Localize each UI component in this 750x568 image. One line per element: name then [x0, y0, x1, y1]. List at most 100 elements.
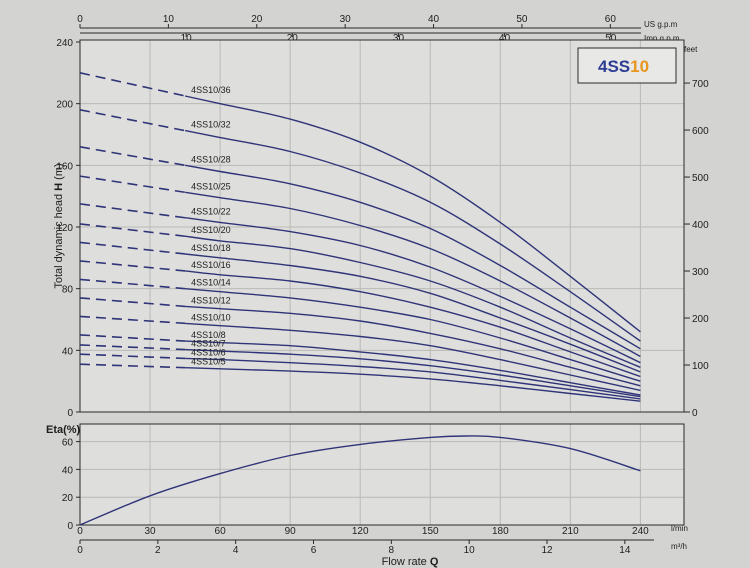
head-y-tick-label: 200 — [56, 100, 73, 111]
head-y-tick-label: 40 — [62, 346, 74, 357]
head-curve-label: 4SS10/22 — [191, 207, 231, 217]
feet-unit: feet — [684, 45, 698, 54]
head-curve-dashed-part — [79, 203, 186, 219]
head-curve-label: 4SS10/28 — [191, 154, 231, 164]
head-curve-dashed-part — [79, 363, 186, 369]
head-curve-dashed-part — [79, 109, 186, 132]
head-curve-solid-part — [185, 348, 641, 398]
lmin-tick-label: 60 — [215, 526, 227, 537]
model-badge-box — [577, 47, 677, 84]
head-curve-solid-part — [185, 340, 641, 396]
us-gpm-tick-label: 50 — [516, 14, 528, 25]
head-curve-label: 4SS10/14 — [191, 278, 231, 288]
m3h-tick-label: 8 — [389, 545, 395, 556]
feet-tick-label: 0 — [692, 408, 698, 419]
eta-y-axis: 0 20 40 60 — [62, 438, 80, 532]
model-badge: 4SS10 — [577, 47, 677, 84]
lmin-tick-label: 90 — [285, 526, 297, 537]
head-curve-label: 4SS10/10 — [191, 312, 231, 322]
feet-tick-label: 700 — [692, 79, 709, 90]
head-curve-4ss10-25: 4SS10/25 — [79, 175, 641, 358]
lmin-tick-label: 180 — [492, 526, 509, 537]
top-imp-gpm-axis: 10 20 30 40 50 Imp g.p.m — [80, 32, 680, 44]
head-curve-solid-part — [185, 305, 641, 387]
head-curve-dashed-part — [79, 260, 186, 272]
us-gpm-unit: US g.p.m — [644, 20, 678, 29]
head-curve-dashed-part — [79, 72, 186, 97]
head-curve-solid-part — [185, 357, 641, 400]
us-gpm-tick-label: 0 — [77, 14, 83, 25]
imp-gpm-tick-label: 40 — [499, 33, 511, 44]
bottom-m3h-axis: 0 2 4 6 8 10 12 14 m³/h — [77, 539, 687, 556]
imp-gpm-unit: Imp g.p.m — [644, 34, 680, 43]
feet-tick-label: 400 — [692, 220, 709, 231]
head-curve-dashed-part — [79, 344, 186, 351]
head-curve-4ss10-22: 4SS10/22 — [79, 203, 641, 364]
m3h-tick-label: 6 — [311, 545, 317, 556]
head-curve-solid-part — [185, 367, 641, 402]
head-axis-title: Total dynamic head H (m) — [53, 163, 65, 288]
head-curve-solid-part — [184, 191, 641, 358]
head-curve-4ss10-16: 4SS10/16 — [79, 260, 641, 378]
feet-tick-label: 200 — [692, 314, 709, 325]
lmin-unit: l/min — [671, 524, 688, 533]
head-curve-solid-part — [184, 129, 641, 342]
eta-y-tick-label: 20 — [62, 493, 74, 504]
m3h-tick-label: 4 — [233, 545, 239, 556]
head-curve-4ss10-32: 4SS10/32 — [79, 109, 641, 342]
head-y-tick-label: 160 — [56, 161, 73, 172]
head-curve-label: 4SS10/5 — [191, 357, 226, 367]
feet-tick-label: 300 — [692, 267, 709, 278]
us-gpm-tick-label: 30 — [340, 14, 352, 25]
head-curve-4ss10-18: 4SS10/18 — [79, 241, 641, 373]
head-curve-solid-part — [185, 253, 641, 373]
feet-tick-label: 500 — [692, 173, 709, 184]
m3h-tick-label: 12 — [541, 545, 553, 556]
eta-y-tick-label: 60 — [62, 438, 74, 449]
head-grid — [80, 40, 684, 412]
lmin-tick-label: 120 — [352, 526, 369, 537]
head-y-tick-label: 240 — [56, 38, 73, 49]
eta-axis-title: Eta(%) — [46, 424, 81, 436]
head-curve-4ss10-14: 4SS10/14 — [79, 278, 641, 382]
eta-y-tick-label: 40 — [62, 465, 74, 476]
head-curve-solid-part — [185, 235, 641, 368]
head-curve-4ss10-7: 4SS10/7 — [79, 339, 641, 398]
head-curve-label: 4SS10/25 — [191, 181, 231, 191]
us-gpm-tick-label: 40 — [428, 14, 440, 25]
m3h-tick-label: 0 — [77, 545, 83, 556]
lmin-tick-label: 210 — [562, 526, 579, 537]
eta-y-tick-label: 0 — [67, 521, 73, 532]
feet-tick-label: 600 — [692, 126, 709, 137]
head-y-tick-label: 120 — [56, 223, 73, 234]
us-gpm-tick-label: 20 — [251, 14, 263, 25]
head-y-axis: 0 40 80 120 160 200 240 — [56, 38, 80, 419]
head-curve-label: 4SS10/12 — [191, 295, 231, 305]
lmin-tick-label: 30 — [144, 526, 156, 537]
model-badge-text: 4SS10 — [598, 57, 649, 76]
top-us-gpm-axis: 0 10 20 30 40 50 60 US g.p.m — [77, 14, 677, 29]
lmin-tick-label: 240 — [632, 526, 649, 537]
flow-axis-title: Flow rate Q — [382, 556, 439, 568]
head-curve-label: 4SS10/32 — [191, 120, 231, 130]
head-curves: 4SS10/36 4SS10/32 4SS10/28 4SS10/25 4SS10/22… — [79, 72, 641, 402]
eta-curve — [79, 435, 641, 526]
head-curve-4ss10-6: 4SS10/6 — [79, 347, 641, 400]
m3h-tick-label: 2 — [155, 545, 161, 556]
imp-gpm-tick-label: 20 — [287, 33, 299, 44]
head-curve-label: 4SS10/6 — [191, 347, 226, 357]
head-curve-dashed-part — [79, 278, 186, 290]
head-curve-label: 4SS10/20 — [191, 225, 231, 235]
head-curve-4ss10-8: 4SS10/8 — [79, 330, 641, 396]
head-curve-solid-part — [185, 288, 641, 382]
lmin-tick-label: 0 — [77, 526, 83, 537]
head-curve-dashed-part — [79, 353, 186, 360]
head-curve-4ss10-20: 4SS10/20 — [79, 223, 641, 368]
head-curve-label: 4SS10/16 — [191, 260, 231, 270]
m3h-tick-label: 10 — [464, 545, 476, 556]
eta-panel-frame — [79, 423, 685, 526]
head-curve-label: 4SS10/36 — [191, 85, 231, 95]
head-curve-dashed-part — [79, 175, 186, 194]
efficiency-panel: 0 20 40 60 Eta(%) — [46, 423, 685, 532]
head-panel-background — [80, 40, 684, 412]
